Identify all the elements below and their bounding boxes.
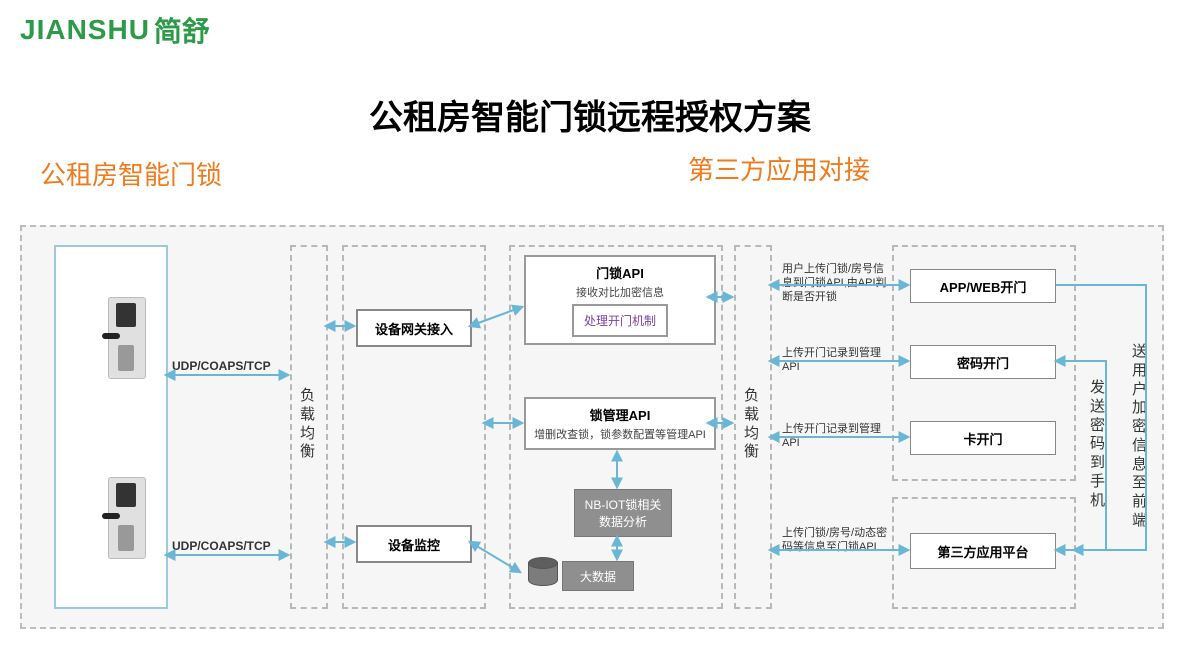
edge-label-1: 用户上传门锁/房号信息到门锁API,由API判断是否开锁: [782, 263, 892, 304]
locks-panel: [54, 245, 168, 609]
bigdata-box: 大数据: [562, 561, 634, 591]
vlabel-send-enc: 送用户加密信息至前端: [1132, 343, 1147, 531]
subtitle-left: 公租房智能门锁: [40, 155, 222, 192]
load-balancer-1-label: 负载均衡: [300, 387, 315, 462]
vlabel-send-pwd: 发送密码到手机: [1090, 379, 1105, 510]
lock-icon: [108, 477, 144, 557]
lock-api-sub: 接收对比加密信息: [530, 284, 710, 300]
database-icon: [528, 557, 556, 589]
subtitle-right: 第三方应用对接: [688, 150, 870, 187]
lock-mgmt-sub: 增删改查锁，锁参数配置等管理API: [530, 426, 710, 442]
load-balancer-2-label: 负载均衡: [744, 387, 759, 462]
lock-api-box: 门锁API 接收对比加密信息 处理开门机制: [524, 255, 716, 345]
lock-mgmt-title: 锁管理API: [530, 405, 710, 424]
lock-api-inner: 处理开门机制: [572, 304, 668, 337]
brand-mark: JIANSHU: [20, 14, 150, 46]
nbiot-box: NB-IOT锁相关 数据分析: [574, 489, 672, 537]
brand-logo: JIANSHU 简舒: [20, 10, 210, 50]
lock-icon: [108, 297, 144, 377]
brand-cn: 简舒: [154, 10, 210, 50]
protocol-label: UDP/COAPS/TCP: [172, 539, 271, 554]
edge-label-4: 上传门锁/房号/动态密码等信息至门锁API: [782, 527, 892, 555]
edge-label-2: 上传开门记录到管理API: [782, 347, 882, 375]
device-monitor-box: 设备监控: [356, 525, 472, 563]
diagram-canvas: UDP/COAPS/TCP UDP/COAPS/TCP 负载均衡 设备网关接入 …: [20, 225, 1164, 629]
gateway-access-box: 设备网关接入: [356, 309, 472, 347]
password-open-box: 密码开门: [910, 345, 1056, 379]
page-title: 公租房智能门锁远程授权方案: [0, 90, 1180, 139]
edge-label-3: 上传开门记录到管理API: [782, 423, 882, 451]
app-web-open-box: APP/WEB开门: [910, 269, 1056, 303]
card-open-box: 卡开门: [910, 421, 1056, 455]
lock-api-title: 门锁API: [530, 263, 710, 282]
protocol-label: UDP/COAPS/TCP: [172, 359, 271, 374]
platform-box: 第三方应用平台: [910, 533, 1056, 569]
lock-mgmt-api-box: 锁管理API 增删改查锁，锁参数配置等管理API: [524, 397, 716, 450]
